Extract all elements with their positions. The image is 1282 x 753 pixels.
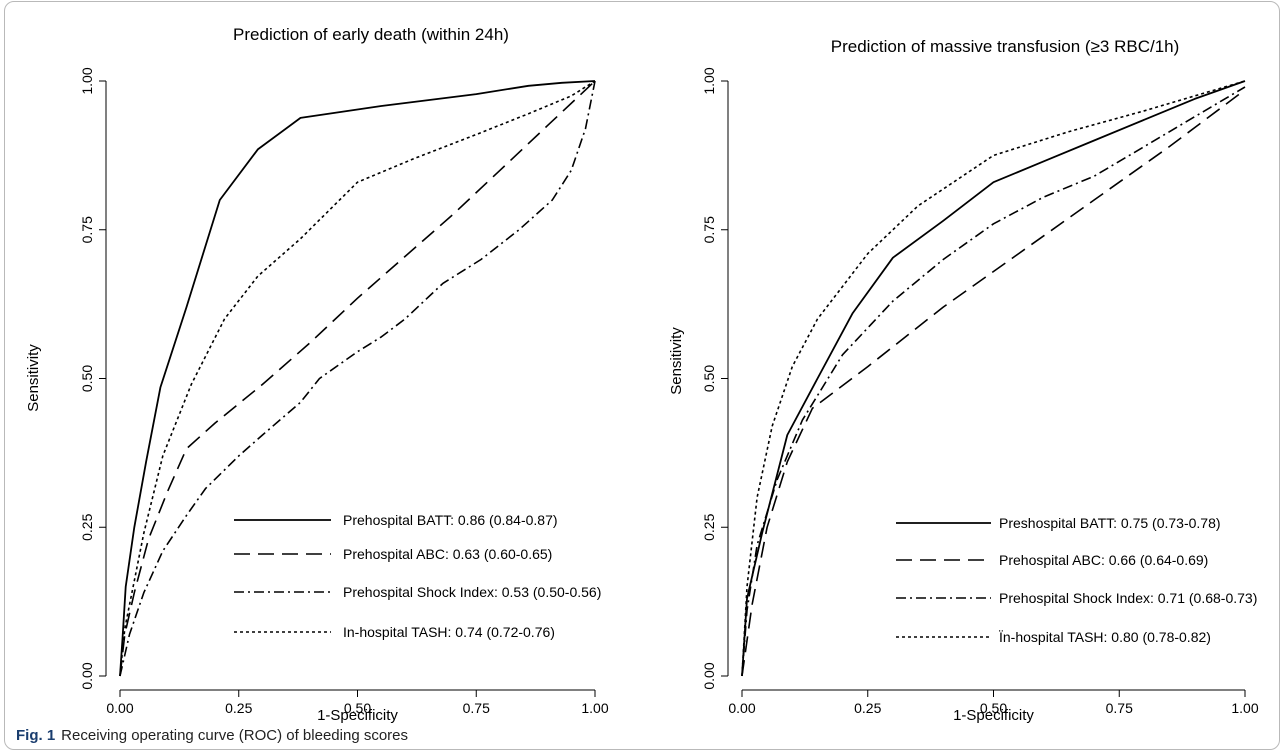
y-tick-label: 0.75 (79, 216, 95, 243)
x-axis-title: 1-Specificity (953, 707, 1034, 724)
series-line-dashdot (741, 86, 1246, 677)
chart-panel-2: Prediction of massive transfusion (≥3 RB… (668, 37, 1259, 724)
x-tick-label: 1.00 (581, 700, 608, 716)
chart-title: Prediction of early death (within 24h) (233, 25, 509, 44)
y-axis-title: Sensitivity (668, 327, 685, 395)
y-tick-label: 0.25 (79, 513, 95, 540)
legend-entry: Prehospital Shock Index: 0.53 (0.50-0.56… (343, 584, 601, 600)
figure-frame: Prediction of early death (within 24h) 0.… (4, 1, 1280, 750)
x-tick-label: 0.25 (854, 700, 881, 716)
chart-panel-1: Prediction of early death (within 24h) 0.… (25, 25, 609, 724)
chart-title: Prediction of massive transfusion (≥3 RB… (831, 37, 1180, 56)
x-tick-label: 0.50 (980, 700, 1007, 716)
legend-entry: Prehospital Shock Index: 0.71 (0.68-0.73… (999, 590, 1257, 606)
legend-entry: In-hospital TASH: 0.74 (0.72-0.76) (343, 624, 555, 640)
y-axis-title: Sensitivity (25, 344, 42, 412)
legend-entry: Prehospital ABC: 0.66 (0.64-0.69) (999, 552, 1208, 568)
series-line-solid (741, 80, 1246, 677)
series-line-dashed (741, 89, 1246, 677)
caption-label: Fig. 1 (16, 727, 56, 744)
y-tick-label: 0.00 (79, 662, 95, 689)
legend-entry: Ïn-hospital TASH: 0.80 (0.78-0.82) (999, 629, 1211, 645)
x-axis-title: 1-Specificity (317, 707, 398, 724)
series-line-dashed (119, 80, 596, 677)
legend-entry: Prehospital ABC: 0.63 (0.60-0.65) (343, 546, 552, 562)
series-line-dotted (741, 80, 1246, 677)
x-tick-label: 0.75 (463, 700, 490, 716)
y-tick-label: 0.75 (701, 216, 717, 243)
y-tick-label: 0.25 (701, 513, 717, 540)
x-tick-label: 0.75 (1106, 700, 1133, 716)
legend-entry: Prehospital BATT: 0.86 (0.84-0.87) (343, 512, 558, 528)
x-tick-label: 1.00 (1231, 700, 1258, 716)
y-tick-label: 1.00 (79, 67, 95, 94)
caption-text: Receiving operating curve (ROC) of bleed… (61, 727, 409, 744)
x-tick-label: 0.25 (225, 700, 252, 716)
x-tick-label: 0.50 (344, 700, 371, 716)
y-tick-label: 1.00 (701, 67, 717, 94)
y-tick-label: 0.00 (701, 662, 717, 689)
y-tick-label: 0.50 (701, 365, 717, 392)
x-tick-label: 0.00 (728, 700, 755, 716)
y-tick-label: 0.50 (79, 365, 95, 392)
x-tick-label: 0.00 (106, 700, 133, 716)
figure-canvas: Prediction of early death (within 24h) 0.… (25, 25, 1259, 724)
figure-caption: Fig. 1 Receiving operating curve (ROC) of… (16, 727, 408, 744)
series-line-solid (119, 80, 596, 677)
legend-entry: Preshospital BATT: 0.75 (0.73-0.78) (999, 515, 1221, 531)
